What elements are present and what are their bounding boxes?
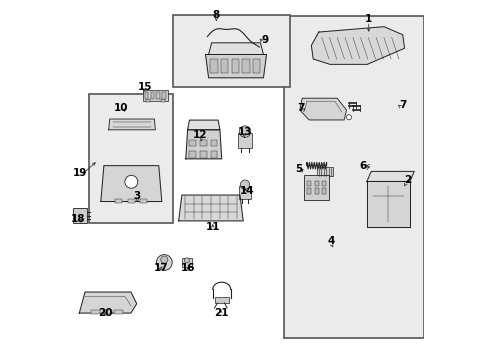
- Text: 12: 12: [193, 130, 207, 140]
- Text: 14: 14: [240, 186, 254, 196]
- Bar: [114, 310, 123, 314]
- Polygon shape: [311, 27, 405, 64]
- Text: 7: 7: [399, 100, 407, 110]
- Text: 20: 20: [98, 308, 112, 318]
- Text: 6: 6: [360, 161, 367, 171]
- Circle shape: [161, 256, 168, 263]
- Bar: [162, 92, 166, 99]
- Text: 16: 16: [180, 263, 195, 273]
- Circle shape: [125, 175, 138, 188]
- Text: 7: 7: [297, 103, 304, 113]
- Text: 8: 8: [213, 10, 220, 20]
- Bar: [102, 310, 112, 314]
- Bar: [161, 99, 165, 102]
- FancyBboxPatch shape: [89, 94, 173, 223]
- Polygon shape: [101, 166, 162, 202]
- Circle shape: [346, 115, 351, 120]
- Bar: [322, 180, 326, 186]
- Bar: [243, 59, 249, 73]
- Text: 13: 13: [238, 127, 252, 136]
- Circle shape: [156, 255, 172, 270]
- Text: 3: 3: [134, 191, 141, 201]
- Bar: [304, 175, 329, 200]
- Bar: [307, 188, 311, 194]
- Bar: [182, 258, 192, 267]
- Bar: [322, 188, 326, 194]
- Text: 10: 10: [114, 103, 128, 113]
- Bar: [73, 208, 87, 224]
- Text: 18: 18: [71, 215, 85, 224]
- Bar: [190, 140, 196, 146]
- Bar: [200, 151, 207, 158]
- Text: 11: 11: [205, 222, 220, 231]
- Bar: [146, 99, 149, 102]
- Circle shape: [239, 126, 251, 137]
- Bar: [315, 188, 319, 194]
- Bar: [238, 133, 252, 148]
- Bar: [307, 180, 311, 186]
- Text: 21: 21: [215, 308, 229, 318]
- Bar: [115, 199, 122, 203]
- Text: 9: 9: [261, 35, 269, 45]
- Polygon shape: [188, 120, 220, 130]
- Text: 19: 19: [73, 168, 87, 178]
- Circle shape: [184, 258, 190, 263]
- Text: 1: 1: [365, 14, 372, 24]
- Text: 5: 5: [295, 164, 302, 174]
- Bar: [145, 92, 148, 99]
- Polygon shape: [186, 130, 221, 159]
- Polygon shape: [209, 43, 264, 54]
- Text: 15: 15: [137, 82, 152, 92]
- Bar: [128, 199, 135, 203]
- Circle shape: [240, 180, 250, 189]
- Bar: [150, 92, 154, 99]
- Bar: [140, 199, 147, 203]
- Bar: [211, 151, 218, 158]
- Polygon shape: [367, 181, 410, 226]
- Text: 2: 2: [405, 175, 412, 185]
- Bar: [239, 186, 251, 199]
- Bar: [143, 90, 168, 101]
- Polygon shape: [205, 54, 267, 78]
- Bar: [200, 140, 207, 146]
- FancyBboxPatch shape: [285, 16, 423, 338]
- Polygon shape: [179, 195, 243, 221]
- FancyBboxPatch shape: [173, 15, 290, 87]
- Polygon shape: [300, 98, 346, 120]
- Text: 4: 4: [327, 236, 335, 246]
- Bar: [91, 310, 100, 314]
- Polygon shape: [367, 171, 414, 181]
- Polygon shape: [109, 119, 155, 130]
- Bar: [318, 167, 333, 176]
- Bar: [315, 180, 319, 186]
- Text: 17: 17: [153, 263, 168, 273]
- Bar: [210, 59, 218, 73]
- Bar: [215, 297, 229, 303]
- Bar: [190, 151, 196, 158]
- Bar: [211, 140, 218, 146]
- Bar: [156, 92, 160, 99]
- Bar: [232, 59, 239, 73]
- Bar: [253, 59, 260, 73]
- Polygon shape: [79, 292, 137, 313]
- Bar: [221, 59, 228, 73]
